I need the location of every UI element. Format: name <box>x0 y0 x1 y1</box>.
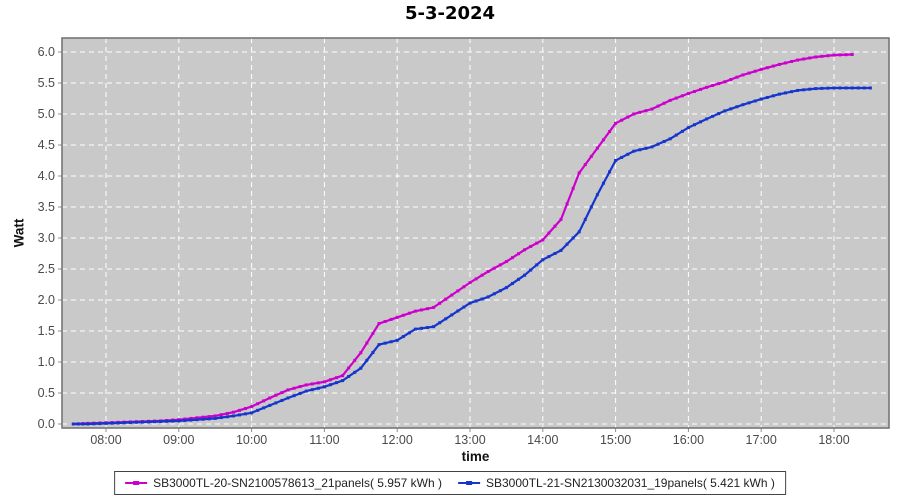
svg-text:08:00: 08:00 <box>90 433 121 447</box>
svg-text:2.0: 2.0 <box>38 293 55 307</box>
svg-text:0.5: 0.5 <box>38 386 55 400</box>
svg-text:3.5: 3.5 <box>38 200 55 214</box>
plot-background <box>62 38 889 428</box>
svg-text:5.5: 5.5 <box>38 76 55 90</box>
svg-text:2.5: 2.5 <box>38 262 55 276</box>
svg-text:13:00: 13:00 <box>454 433 485 447</box>
svg-text:15:00: 15:00 <box>600 433 631 447</box>
legend-label: SB3000TL-21-SN2130032031_19panels( 5.421… <box>486 476 775 490</box>
svg-text:11:00: 11:00 <box>309 433 339 447</box>
series-line-marker-magenta <box>125 481 148 485</box>
chart-title: 5-3-2024 <box>404 3 496 24</box>
legend-item: SB3000TL-20-SN2100578613_21panels( 5.957… <box>125 476 442 490</box>
svg-text:10:00: 10:00 <box>236 433 267 447</box>
svg-text:17:00: 17:00 <box>746 433 777 447</box>
plot-area: 08:00 09:00 10:00 11:00 12:00 13:00 14:00 15:00… <box>38 37 890 447</box>
legend-label: SB3000TL-20-SN2100578613_21panels( 5.957… <box>153 476 442 490</box>
svg-text:14:00: 14:00 <box>527 433 558 447</box>
svg-text:3.0: 3.0 <box>38 231 55 245</box>
series-line-marker-blue <box>458 481 480 485</box>
y-axis-title: Watt <box>11 218 27 248</box>
svg-text:5.0: 5.0 <box>38 107 55 121</box>
svg-text:09:00: 09:00 <box>163 433 194 447</box>
x-axis-title: time <box>461 449 490 464</box>
legend-item: SB3000TL-21-SN2130032031_19panels( 5.421… <box>458 476 775 490</box>
svg-text:1.0: 1.0 <box>38 355 55 369</box>
legend: SB3000TL-20-SN2100578613_21panels( 5.957… <box>114 471 786 495</box>
svg-text:4.0: 4.0 <box>38 169 55 183</box>
svg-text:12:00: 12:00 <box>382 433 413 447</box>
svg-text:18:00: 18:00 <box>818 433 849 447</box>
plot-border <box>61 37 890 429</box>
svg-text:4.5: 4.5 <box>38 138 55 152</box>
svg-text:0.0: 0.0 <box>38 417 55 431</box>
svg-text:1.5: 1.5 <box>38 324 55 338</box>
svg-text:6.0: 6.0 <box>38 45 55 59</box>
series-line-0 <box>72 53 854 426</box>
svg-text:16:00: 16:00 <box>673 433 704 447</box>
